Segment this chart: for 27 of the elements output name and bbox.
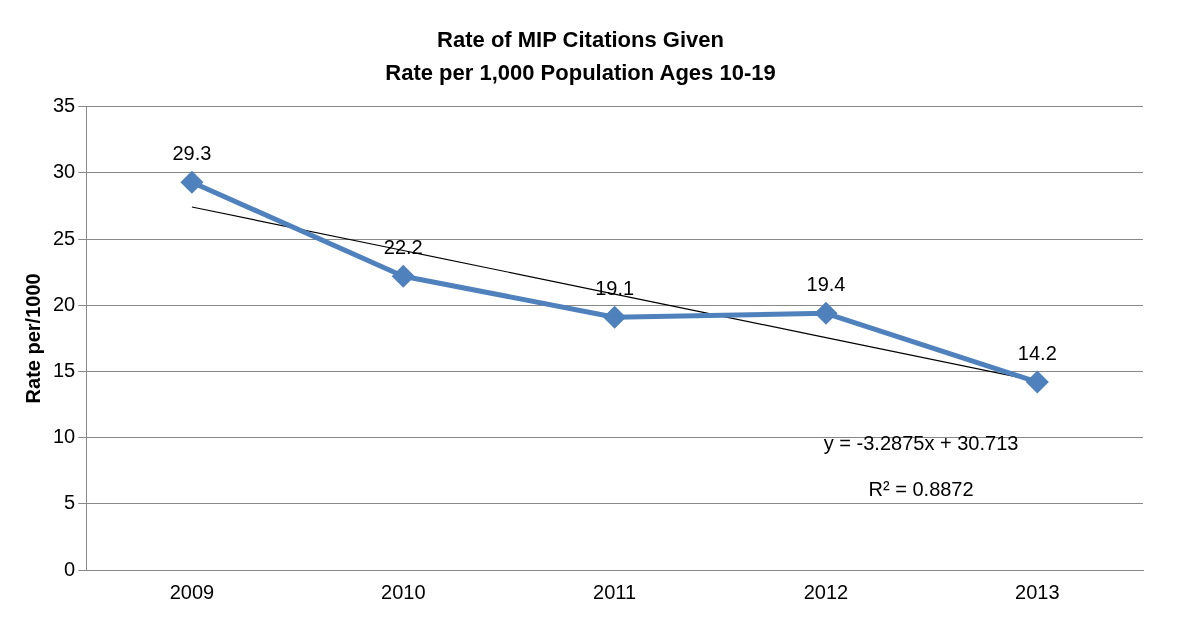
y-tick-label: 0 [64, 557, 76, 580]
y-axis-title: Rate per/1000 [21, 273, 44, 404]
y-tick-label: 10 [53, 425, 76, 448]
chart-subtitle: Rate per 1,000 Population Ages 10-19 [385, 59, 776, 85]
point [392, 265, 414, 287]
x-tick-label: 2009 [169, 580, 215, 603]
data-label: 19.1 [595, 276, 635, 299]
annotation: y = -3.2875x + 30.713 [823, 431, 1019, 454]
data-label: 29.3 [172, 141, 212, 164]
point [604, 306, 626, 328]
y-tick-label: 5 [64, 491, 76, 514]
annotation: R² = 0.8872 [868, 478, 974, 501]
point [1026, 371, 1048, 393]
y-tick-label: 15 [53, 359, 76, 381]
x-tick-label: 2013 [1015, 580, 1060, 603]
y-tick-label: 35 [53, 94, 76, 117]
x-tick-label: 2011 [593, 580, 637, 603]
data-label: 19.4 [806, 272, 846, 295]
y-tick-label: 20 [53, 292, 76, 315]
x-tick-label: 2012 [803, 580, 849, 603]
y-tick-label: 25 [53, 226, 76, 249]
chart-title: Rate of MIP Citations Given [437, 27, 724, 53]
y-tick-label: 30 [53, 160, 76, 183]
point [181, 171, 203, 193]
data-label: 14.2 [1017, 341, 1057, 364]
x-tick-label: 2010 [381, 580, 426, 603]
point [815, 302, 837, 324]
